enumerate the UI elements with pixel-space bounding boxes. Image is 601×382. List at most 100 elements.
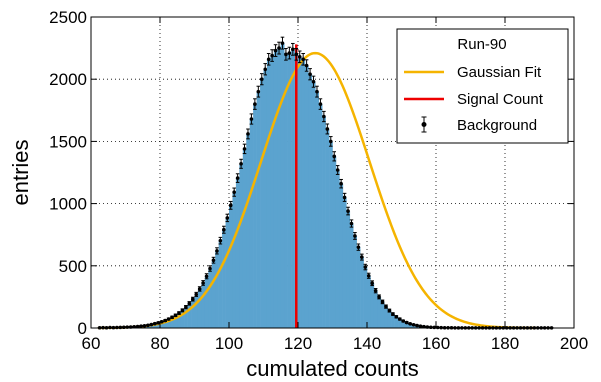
background-point: [332, 151, 337, 162]
data-point: [242, 147, 247, 151]
data-point: [159, 319, 164, 324]
background-point: [270, 49, 274, 62]
histogram-bar: [246, 133, 250, 328]
histogram-bar: [398, 319, 402, 328]
x-tick-labels: 60 80 100 120 140 160 180 200: [82, 334, 589, 353]
legend-point: [421, 122, 427, 127]
background-point: [328, 136, 333, 147]
background-point: [315, 85, 319, 98]
background-point: [287, 46, 292, 60]
background-point: [311, 75, 316, 88]
data-point: [270, 53, 274, 58]
data-point: [266, 57, 271, 62]
x-tick-label: 180: [491, 334, 519, 353]
data-point: [194, 292, 199, 297]
histogram-bar: [380, 301, 385, 328]
background-point: [156, 320, 161, 325]
y-tick-label: 1500: [49, 132, 87, 151]
histogram-bar: [367, 275, 371, 328]
background-point: [363, 263, 368, 271]
data-point: [311, 79, 316, 84]
histogram-bar: [249, 119, 254, 329]
background-point: [415, 323, 419, 328]
background-point: [391, 312, 395, 316]
data-point: [284, 52, 288, 57]
data-point: [184, 305, 188, 309]
background-point: [256, 85, 261, 98]
data-point: [118, 325, 123, 330]
background-point: [235, 173, 240, 183]
data-point: [177, 311, 181, 315]
data-point: [173, 313, 178, 318]
histogram-bar: [360, 257, 364, 328]
background-point: [173, 313, 178, 318]
background-point: [142, 323, 147, 328]
data-point: [339, 181, 343, 186]
background-point: [139, 324, 143, 328]
histogram-bar: [170, 317, 175, 328]
histogram-bar: [153, 323, 157, 328]
histogram-bar: [215, 250, 219, 328]
histogram-bar: [373, 290, 378, 328]
background-point: [291, 42, 295, 56]
histogram-bars: [97, 43, 554, 329]
histogram-bar: [339, 183, 344, 328]
background-point: [301, 53, 305, 66]
histogram-bar: [201, 282, 206, 328]
data-point: [370, 281, 374, 286]
histogram-bar: [256, 91, 261, 328]
data-point: [322, 114, 326, 119]
x-tick-label: 100: [215, 334, 243, 353]
histogram-bar: [180, 310, 185, 328]
histogram-bar: [363, 267, 368, 328]
background-point: [384, 304, 388, 309]
data-point: [228, 203, 233, 208]
x-tick-label: 140: [353, 334, 381, 353]
legend-label-background: Background: [457, 117, 537, 134]
background-point: [259, 73, 264, 86]
background-point: [418, 324, 423, 328]
histogram-bar: [222, 229, 226, 328]
data-point: [328, 139, 333, 144]
y-tick-label: 2500: [49, 8, 87, 27]
data-point: [411, 322, 416, 327]
x-tick-label: 120: [284, 334, 312, 353]
background-point: [194, 291, 199, 297]
histogram-bar: [308, 74, 313, 328]
background-point: [249, 113, 254, 125]
data-point: [318, 102, 323, 106]
background-point: [218, 236, 223, 245]
background-point: [146, 323, 150, 328]
data-point: [335, 168, 340, 172]
data-point: [346, 209, 350, 213]
background-point: [180, 308, 185, 313]
data-point: [253, 102, 257, 106]
background-point: [280, 36, 285, 50]
histogram-bar: [184, 307, 188, 328]
histogram-bar: [304, 65, 309, 329]
histogram-bar: [191, 299, 195, 328]
histogram-bar: [232, 192, 237, 328]
data-point: [249, 117, 254, 121]
x-tick-label: 160: [422, 334, 450, 353]
background-point: [394, 315, 399, 319]
histogram-bar: [325, 128, 330, 328]
histogram-bar: [260, 79, 264, 328]
data-point: [121, 325, 126, 330]
histogram-bar: [280, 43, 285, 329]
histogram-bar: [273, 50, 278, 328]
y-tick-label: 2000: [49, 70, 87, 89]
data-point: [204, 274, 209, 279]
data-point: [387, 308, 392, 313]
data-point: [235, 176, 240, 180]
x-axis-label: cumulated counts: [246, 356, 418, 381]
background-point: [228, 200, 233, 210]
histogram-bar: [384, 306, 388, 328]
histogram-bar: [318, 104, 323, 328]
data-point: [294, 52, 299, 57]
background-point: [208, 265, 212, 272]
x-tick-label: 60: [82, 334, 101, 353]
background-point: [377, 294, 381, 300]
background-point: [166, 317, 171, 321]
background-point: [215, 247, 219, 255]
